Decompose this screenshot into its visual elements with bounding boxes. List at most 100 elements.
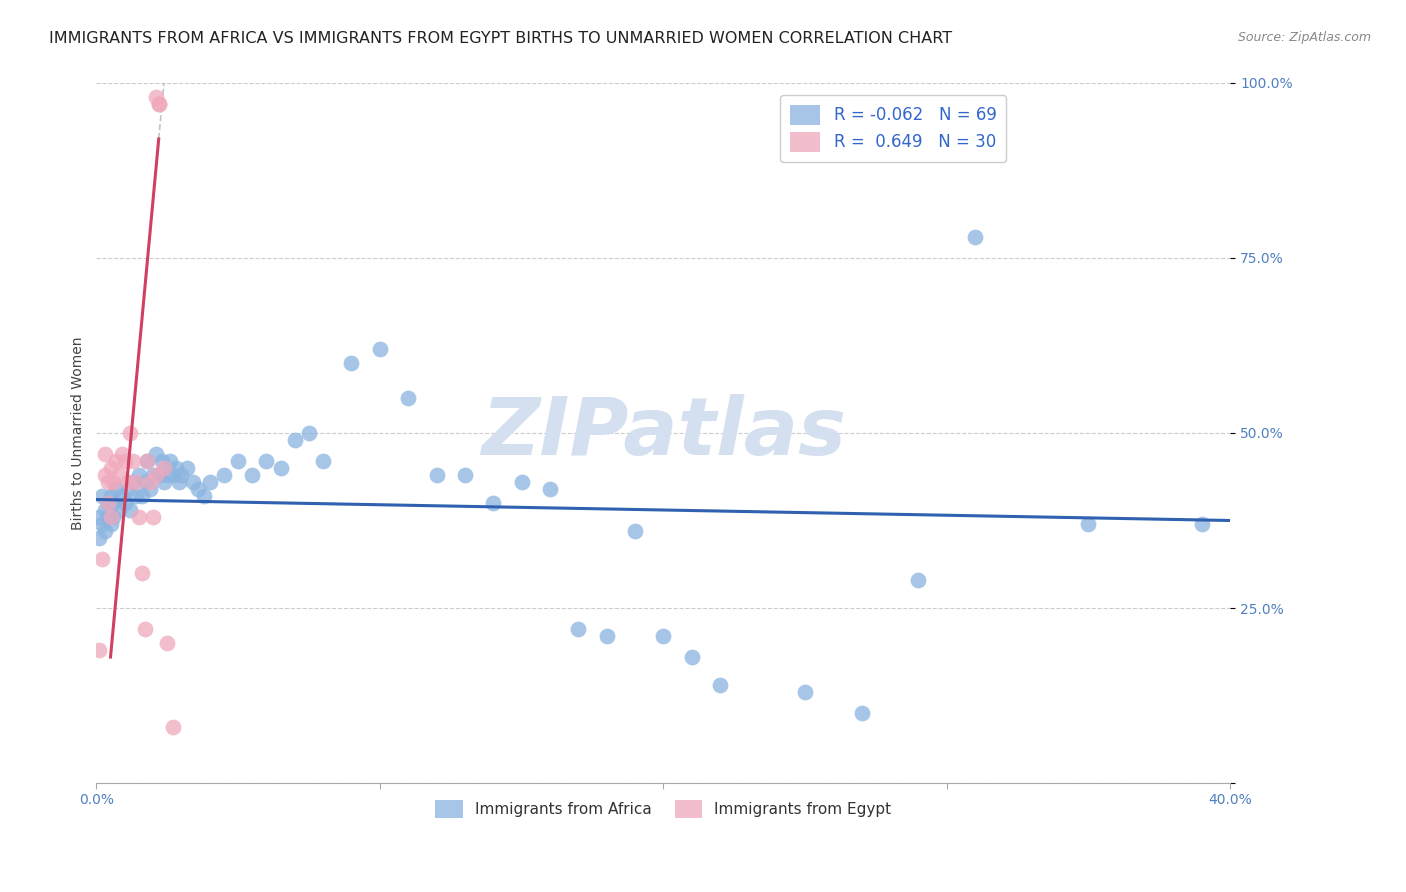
Point <box>136 454 159 468</box>
Point <box>187 482 209 496</box>
Y-axis label: Births to Unmarried Women: Births to Unmarried Women <box>72 336 86 530</box>
Point <box>624 524 647 538</box>
Point <box>142 468 165 483</box>
Point <box>148 97 170 112</box>
Point <box>165 461 187 475</box>
Point <box>396 391 419 405</box>
Point <box>94 503 117 517</box>
Point <box>176 461 198 475</box>
Point <box>120 425 142 440</box>
Point <box>94 524 117 538</box>
Point <box>212 468 235 483</box>
Point <box>128 468 150 483</box>
Point <box>139 475 162 489</box>
Point <box>159 454 181 468</box>
Point <box>125 475 148 489</box>
Text: Source: ZipAtlas.com: Source: ZipAtlas.com <box>1237 31 1371 45</box>
Point <box>117 475 139 489</box>
Point <box>284 433 307 447</box>
Point <box>193 489 215 503</box>
Point <box>91 552 114 566</box>
Point <box>94 468 117 483</box>
Point <box>312 454 335 468</box>
Point <box>131 489 153 503</box>
Point <box>134 475 156 489</box>
Point <box>89 510 111 524</box>
Point <box>226 454 249 468</box>
Point <box>965 230 987 244</box>
Point <box>122 454 145 468</box>
Point <box>148 468 170 483</box>
Point <box>1077 516 1099 531</box>
Point <box>567 622 589 636</box>
Point <box>652 629 675 643</box>
Legend: Immigrants from Africa, Immigrants from Egypt: Immigrants from Africa, Immigrants from … <box>429 794 897 824</box>
Point <box>170 468 193 483</box>
Point <box>103 496 125 510</box>
Point <box>794 685 817 699</box>
Point <box>454 468 477 483</box>
Point <box>148 97 170 112</box>
Point <box>108 503 131 517</box>
Point <box>97 475 120 489</box>
Point <box>100 461 122 475</box>
Point <box>340 356 363 370</box>
Point <box>136 454 159 468</box>
Point <box>709 678 731 692</box>
Point <box>97 496 120 510</box>
Point <box>150 454 173 468</box>
Point <box>162 468 184 483</box>
Point <box>162 720 184 734</box>
Point <box>270 461 292 475</box>
Point <box>100 510 122 524</box>
Point <box>91 516 114 531</box>
Point <box>145 468 167 483</box>
Point <box>122 475 145 489</box>
Point <box>198 475 221 489</box>
Point <box>538 482 561 496</box>
Point <box>91 489 114 503</box>
Point <box>111 489 134 503</box>
Point <box>139 482 162 496</box>
Point <box>103 475 125 489</box>
Text: IMMIGRANTS FROM AFRICA VS IMMIGRANTS FROM EGYPT BIRTHS TO UNMARRIED WOMEN CORREL: IMMIGRANTS FROM AFRICA VS IMMIGRANTS FRO… <box>49 31 952 46</box>
Point <box>368 342 391 356</box>
Text: ZIPatlas: ZIPatlas <box>481 394 846 472</box>
Point <box>120 503 142 517</box>
Point <box>114 496 136 510</box>
Point <box>145 447 167 461</box>
Point <box>100 516 122 531</box>
Point <box>94 447 117 461</box>
Point <box>240 468 263 483</box>
Point <box>108 468 131 483</box>
Point <box>97 510 120 524</box>
Point <box>482 496 505 510</box>
Point <box>156 468 179 483</box>
Point <box>156 636 179 650</box>
Point <box>105 454 128 468</box>
Point <box>145 90 167 104</box>
Point <box>142 510 165 524</box>
Point <box>167 475 190 489</box>
Point <box>153 475 176 489</box>
Point <box>181 475 204 489</box>
Point <box>1191 516 1213 531</box>
Point <box>128 510 150 524</box>
Point <box>681 650 703 665</box>
Point <box>425 468 447 483</box>
Point <box>89 531 111 545</box>
Point <box>298 425 321 440</box>
Point <box>131 566 153 580</box>
Point <box>153 461 176 475</box>
Point <box>97 496 120 510</box>
Point <box>103 510 125 524</box>
Point <box>595 629 617 643</box>
Point <box>907 573 929 587</box>
Point <box>100 489 122 503</box>
Point <box>111 447 134 461</box>
Point <box>117 482 139 496</box>
Point <box>105 482 128 496</box>
Point <box>134 622 156 636</box>
Point <box>125 489 148 503</box>
Point <box>254 454 277 468</box>
